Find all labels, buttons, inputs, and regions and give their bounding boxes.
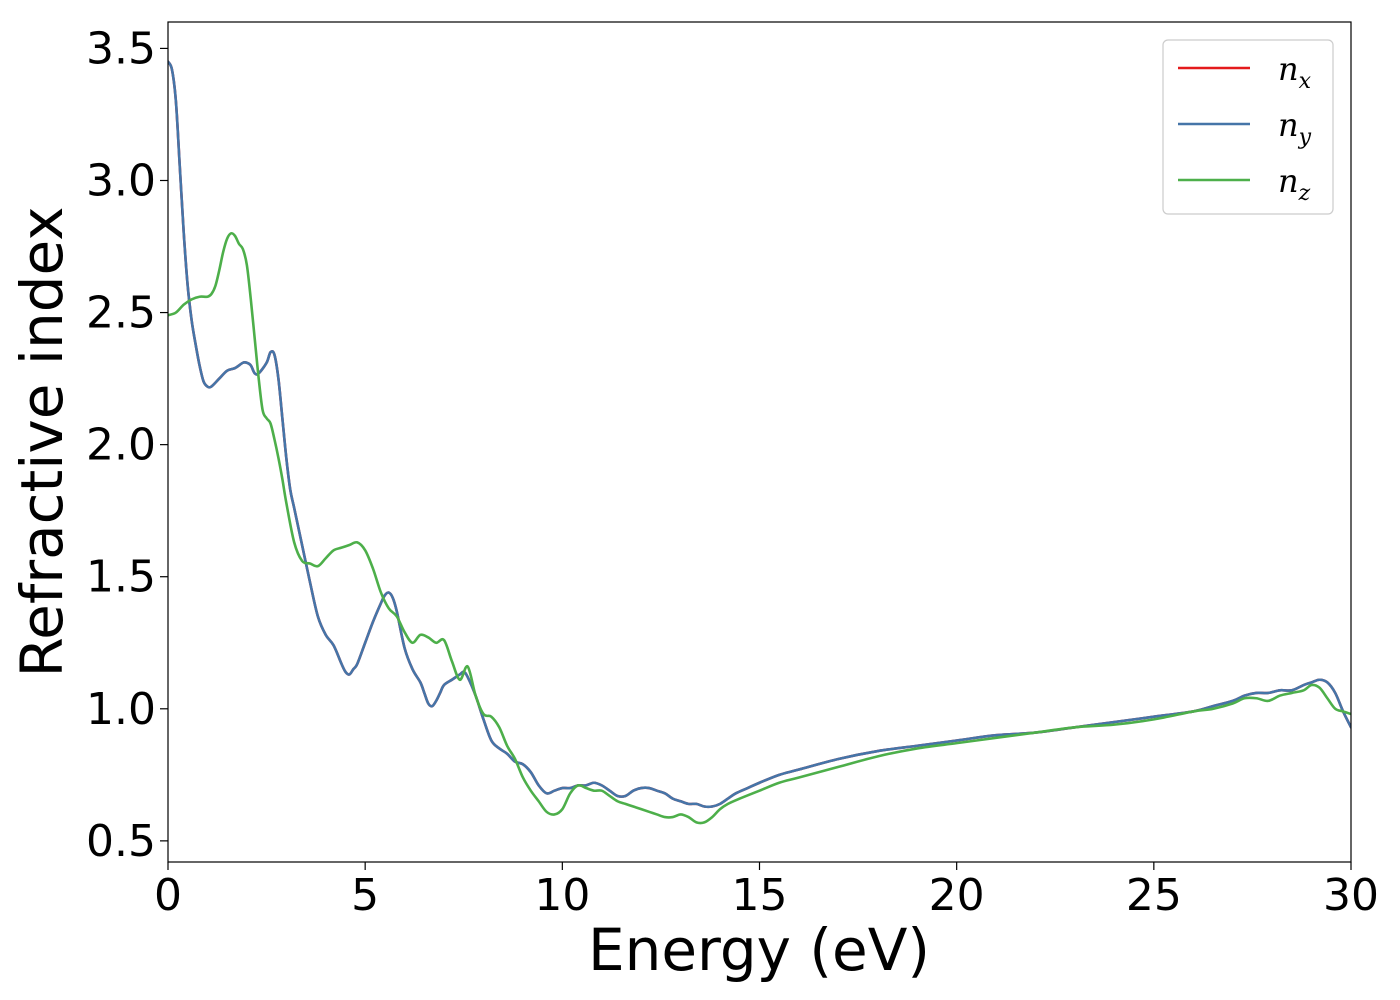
y-tick-label: 0.5 — [86, 816, 156, 867]
x-tick-label: 10 — [534, 870, 590, 921]
legend-label: nz — [1278, 162, 1311, 206]
legend-label: ny — [1278, 106, 1312, 150]
x-tick-label: 30 — [1323, 870, 1379, 921]
y-tick-label: 3.0 — [86, 155, 156, 206]
legend-label-main: n — [1278, 106, 1299, 144]
x-tick-label: 20 — [929, 870, 985, 921]
x-tick-label: 25 — [1126, 870, 1182, 921]
series-line-ny — [168, 60, 1351, 809]
x-axis-title: Energy (eV) — [588, 916, 930, 984]
legend-box — [1162, 39, 1334, 215]
plot-area — [168, 22, 1351, 862]
series-line-nz — [168, 231, 1351, 825]
legend-label-sub: x — [1299, 69, 1312, 94]
y-tick-label: 3.5 — [86, 23, 156, 74]
y-tick-label: 1.0 — [86, 684, 156, 735]
x-tick-label: 5 — [351, 870, 379, 921]
y-axis: 0.5 1.0 1.5 2.0 2.5 3.0 3.5 — [86, 23, 168, 867]
x-tick-label: 0 — [154, 870, 182, 921]
y-axis-title: Refractive index — [8, 206, 76, 677]
series-layer — [168, 60, 1351, 825]
legend-label: nx — [1278, 50, 1312, 94]
legend-label-main: n — [1278, 50, 1299, 88]
y-tick-label: 1.5 — [86, 552, 156, 603]
y-tick-label: 2.0 — [86, 420, 156, 471]
legend-label-main: n — [1278, 162, 1299, 200]
y-tick-label: 2.5 — [86, 288, 156, 339]
legend-label-sub: y — [1298, 125, 1312, 150]
x-axis: 0 5 10 15 20 25 30 — [154, 862, 1379, 921]
legend-label-sub: z — [1298, 181, 1311, 206]
x-tick-label: 15 — [732, 870, 788, 921]
